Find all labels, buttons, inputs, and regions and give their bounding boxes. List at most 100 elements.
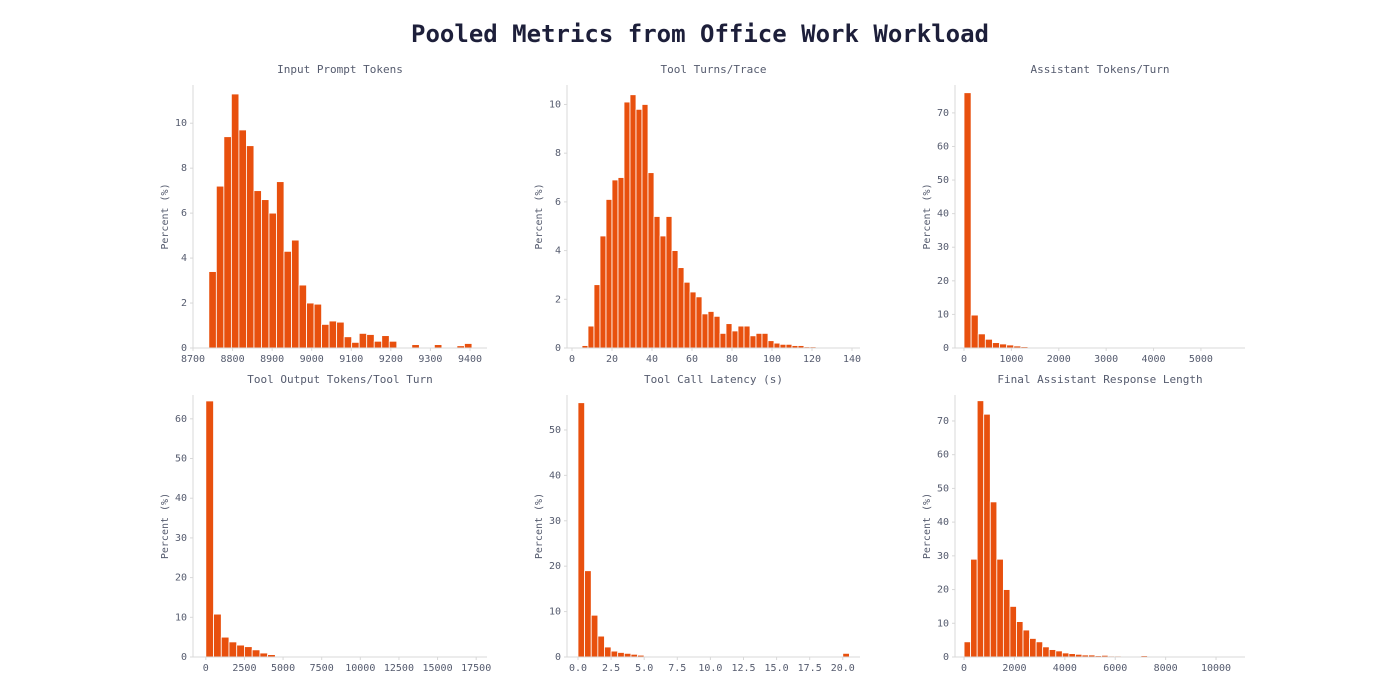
y-tick-label: 30 (937, 242, 949, 253)
bar (989, 501, 998, 658)
bar (259, 652, 269, 658)
x-tick-label: 10000 (345, 663, 375, 674)
x-tick-label: 2000 (1047, 354, 1071, 365)
bar (343, 336, 353, 349)
x-tick-label: 9000 (300, 354, 324, 365)
y-tick-label: 4 (181, 253, 187, 264)
x-tick-label: 17.5 (798, 663, 822, 674)
bar (779, 343, 787, 349)
x-tick-label: 5000 (1189, 354, 1213, 365)
bar (773, 342, 781, 349)
bar (737, 325, 745, 349)
bar (611, 179, 619, 349)
y-tick-label: 8 (555, 148, 561, 159)
subplot-title: Tool Call Latency (s) (644, 373, 783, 386)
subplot-title: Assistant Tokens/Turn (1030, 63, 1169, 76)
bar (963, 92, 972, 349)
y-tick-label: 30 (175, 533, 187, 544)
bar (713, 315, 721, 349)
y-tick-label: 70 (937, 108, 949, 119)
x-tick-label: 8700 (181, 354, 205, 365)
y-tick-label: 20 (175, 573, 187, 584)
bar (1061, 652, 1070, 658)
x-tick-label: 2000 (1002, 663, 1026, 674)
bar (328, 320, 338, 349)
y-tick-label: 10 (937, 309, 949, 320)
bar (1016, 621, 1024, 658)
bar (1048, 649, 1057, 658)
bar (244, 646, 253, 658)
x-tick-label: 80 (726, 354, 738, 365)
bar (689, 291, 697, 349)
bar (701, 313, 709, 349)
bar (1035, 641, 1044, 658)
bar (246, 145, 255, 349)
y-tick-label: 40 (937, 209, 949, 220)
x-tick-label: 3000 (1094, 354, 1118, 365)
bar (755, 332, 763, 349)
bar (707, 311, 715, 349)
bar (1042, 646, 1050, 658)
bar (251, 649, 261, 658)
bar (653, 216, 661, 349)
bar (228, 641, 238, 658)
bar (976, 400, 985, 658)
y-tick-label: 2 (555, 294, 561, 305)
bar (761, 332, 769, 349)
bar (623, 101, 631, 349)
bar (599, 235, 607, 349)
bar (253, 190, 262, 349)
x-tick-label: 0 (203, 663, 209, 674)
bar (213, 613, 222, 658)
y-tick-label: 0 (181, 343, 187, 354)
x-tick-label: 2500 (232, 663, 256, 674)
y-tick-label: 30 (549, 516, 561, 527)
x-tick-label: 17500 (461, 663, 491, 674)
bar (647, 172, 655, 349)
x-tick-label: 140 (843, 354, 861, 365)
bar (641, 104, 649, 349)
bar (283, 250, 292, 349)
y-tick-label: 20 (937, 276, 949, 287)
x-tick-label: 1000 (999, 354, 1023, 365)
y-axis-label: Percent (%) (160, 493, 171, 559)
bar (411, 344, 420, 349)
x-tick-label: 12500 (384, 663, 414, 674)
bar (1055, 650, 1063, 658)
y-tick-label: 40 (937, 517, 949, 528)
y-tick-label: 20 (549, 561, 561, 572)
bar (230, 93, 240, 349)
x-tick-label: 4000 (1141, 354, 1165, 365)
subplot-title: Input Prompt Tokens (277, 63, 403, 76)
bar (767, 340, 775, 349)
figure-title: Pooled Metrics from Office Work Workload (411, 20, 989, 48)
bar (577, 402, 586, 658)
x-tick-label: 5.0 (635, 663, 653, 674)
bar (683, 281, 691, 349)
bar (623, 652, 632, 658)
subplot-title: Tool Output Tokens/Tool Turn (247, 373, 432, 386)
y-tick-label: 60 (175, 414, 187, 425)
bar (590, 614, 599, 658)
x-tick-label: 8800 (221, 354, 245, 365)
bar (268, 212, 277, 349)
y-tick-label: 8 (181, 163, 187, 174)
y-tick-label: 10 (175, 118, 187, 129)
bar (983, 413, 991, 658)
y-tick-label: 40 (549, 470, 561, 481)
bar (725, 323, 733, 349)
bar (629, 94, 637, 349)
x-tick-label: 0 (961, 354, 967, 365)
x-tick-label: 8900 (260, 354, 284, 365)
bar (351, 341, 360, 349)
y-tick-label: 40 (175, 493, 187, 504)
x-tick-label: 9100 (339, 354, 363, 365)
x-tick-label: 0.0 (569, 663, 587, 674)
x-tick-label: 7.5 (668, 663, 686, 674)
x-tick-label: 0 (961, 663, 967, 674)
bar (358, 332, 368, 349)
bar (671, 250, 679, 349)
y-tick-label: 10 (175, 612, 187, 623)
bar (665, 216, 673, 349)
x-tick-label: 15.0 (765, 663, 789, 674)
